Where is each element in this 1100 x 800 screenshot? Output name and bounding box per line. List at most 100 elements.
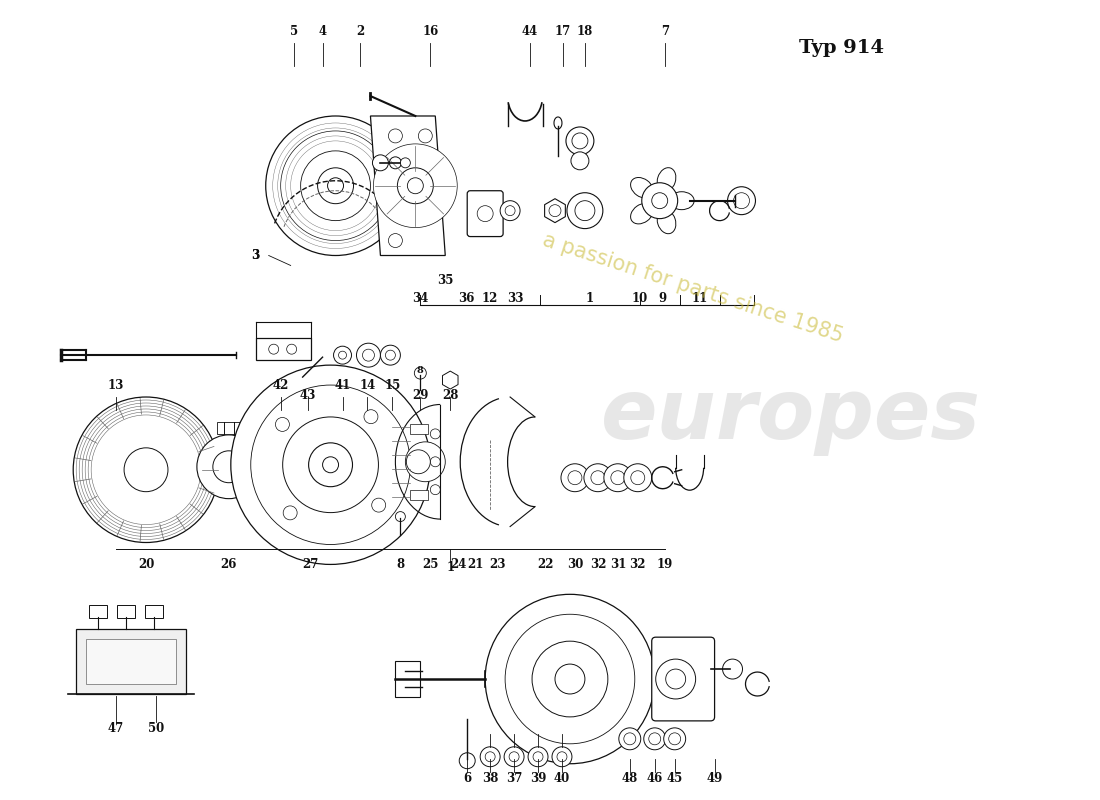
- Circle shape: [500, 201, 520, 221]
- Text: 3: 3: [252, 249, 260, 262]
- Text: 17: 17: [554, 25, 571, 38]
- Circle shape: [666, 669, 685, 689]
- Ellipse shape: [630, 203, 653, 224]
- Circle shape: [584, 464, 612, 492]
- Circle shape: [406, 442, 446, 482]
- Text: 27: 27: [302, 558, 319, 571]
- Circle shape: [604, 464, 631, 492]
- Text: 43: 43: [299, 389, 316, 402]
- Circle shape: [373, 155, 388, 170]
- Text: 8: 8: [396, 558, 405, 571]
- Ellipse shape: [657, 210, 675, 234]
- Circle shape: [568, 470, 582, 485]
- Text: 21: 21: [468, 558, 483, 571]
- Circle shape: [283, 506, 297, 520]
- Circle shape: [275, 418, 289, 431]
- Circle shape: [251, 385, 410, 545]
- Text: 29: 29: [412, 389, 429, 402]
- Text: Typ 914: Typ 914: [800, 39, 884, 58]
- Circle shape: [339, 351, 346, 359]
- Circle shape: [552, 746, 572, 766]
- Circle shape: [287, 344, 297, 354]
- Bar: [145, 606, 163, 618]
- Circle shape: [630, 470, 645, 485]
- Circle shape: [280, 131, 390, 241]
- Text: 36: 36: [458, 292, 474, 305]
- Ellipse shape: [657, 168, 675, 192]
- Circle shape: [561, 464, 588, 492]
- FancyBboxPatch shape: [651, 637, 715, 721]
- Text: 50: 50: [147, 722, 164, 735]
- Text: 20: 20: [138, 558, 154, 571]
- Text: 8: 8: [417, 366, 424, 374]
- Text: 12: 12: [482, 292, 498, 305]
- Circle shape: [624, 464, 651, 492]
- Ellipse shape: [669, 192, 694, 210]
- Circle shape: [656, 659, 695, 699]
- Bar: [86, 639, 176, 684]
- Circle shape: [485, 752, 495, 762]
- Text: 39: 39: [530, 772, 547, 785]
- Text: 48: 48: [621, 772, 638, 785]
- Circle shape: [381, 345, 400, 365]
- Bar: [410, 424, 428, 434]
- Text: 42: 42: [273, 378, 289, 391]
- FancyBboxPatch shape: [468, 190, 503, 237]
- Circle shape: [430, 429, 440, 439]
- Text: 28: 28: [442, 389, 459, 402]
- Circle shape: [385, 350, 395, 360]
- Circle shape: [268, 344, 278, 354]
- Text: 2: 2: [356, 25, 364, 38]
- Circle shape: [557, 752, 566, 762]
- Circle shape: [481, 746, 500, 766]
- Circle shape: [649, 733, 661, 745]
- Circle shape: [727, 186, 756, 214]
- Ellipse shape: [630, 178, 653, 198]
- Text: 41: 41: [334, 378, 351, 391]
- Text: 13: 13: [108, 378, 124, 391]
- Circle shape: [296, 372, 309, 386]
- Circle shape: [663, 728, 685, 750]
- Text: 31: 31: [609, 558, 626, 571]
- Circle shape: [734, 193, 749, 209]
- Circle shape: [566, 193, 603, 229]
- Polygon shape: [371, 116, 446, 255]
- Circle shape: [644, 728, 666, 750]
- Text: 32: 32: [590, 558, 606, 571]
- Circle shape: [624, 733, 636, 745]
- Circle shape: [430, 485, 440, 494]
- Circle shape: [641, 182, 678, 218]
- Text: 4: 4: [319, 25, 327, 38]
- Text: 1: 1: [447, 561, 454, 574]
- Bar: [244, 439, 262, 453]
- Circle shape: [373, 144, 458, 228]
- Circle shape: [572, 133, 587, 149]
- Text: 19: 19: [657, 558, 673, 571]
- Circle shape: [407, 178, 424, 194]
- Circle shape: [418, 129, 432, 143]
- Circle shape: [566, 127, 594, 155]
- Text: 40: 40: [553, 772, 570, 785]
- Text: 3: 3: [252, 249, 260, 262]
- Circle shape: [406, 450, 430, 474]
- Circle shape: [485, 594, 654, 764]
- Text: 32: 32: [629, 558, 646, 571]
- Text: 22: 22: [537, 558, 553, 571]
- Circle shape: [372, 498, 386, 512]
- Circle shape: [328, 178, 343, 194]
- Circle shape: [534, 752, 543, 762]
- Circle shape: [556, 664, 585, 694]
- Text: a passion for parts since 1985: a passion for parts since 1985: [540, 230, 846, 346]
- Text: 16: 16: [422, 25, 439, 38]
- Circle shape: [619, 728, 641, 750]
- Text: 33: 33: [507, 292, 524, 305]
- Circle shape: [231, 365, 430, 565]
- Circle shape: [505, 614, 635, 744]
- Text: 44: 44: [521, 25, 538, 38]
- Text: 7: 7: [661, 25, 669, 38]
- Text: 30: 30: [566, 558, 583, 571]
- Circle shape: [309, 443, 352, 486]
- Bar: [76, 630, 186, 694]
- Circle shape: [415, 367, 427, 379]
- Text: 25: 25: [422, 558, 439, 571]
